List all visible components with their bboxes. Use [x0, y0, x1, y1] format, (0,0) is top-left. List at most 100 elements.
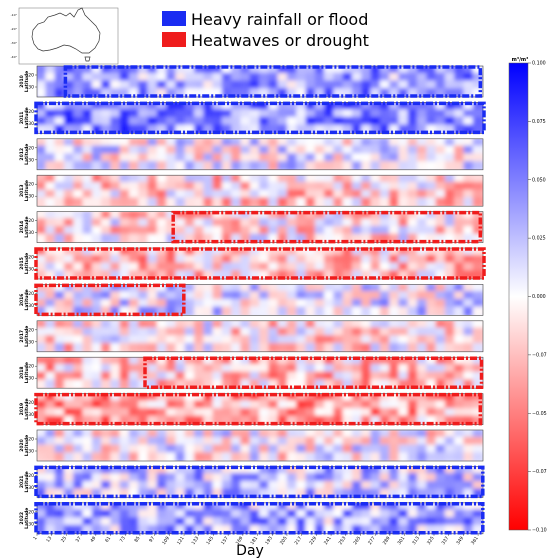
heatmap-cell	[184, 306, 196, 316]
heatmap-cell	[240, 72, 252, 83]
heatmap-cell	[249, 488, 261, 498]
heatmap-cell	[45, 371, 57, 382]
heatmap-cell	[342, 363, 354, 374]
heatmap-cell	[231, 363, 243, 374]
heatmap-cell	[231, 109, 243, 119]
heatmap-cell	[73, 72, 85, 83]
heatmap-cell	[212, 181, 224, 192]
heatmap-cell	[379, 153, 392, 164]
heatmap-cell	[203, 175, 215, 184]
heatmap-cell	[249, 379, 261, 389]
heatmap-cell	[203, 430, 215, 439]
heatmap-cell	[240, 291, 252, 301]
heatmap-cell	[370, 181, 382, 192]
heatmap-cell	[138, 80, 150, 91]
heatmap-cell	[63, 284, 76, 294]
heatmap-cell	[194, 211, 206, 221]
heatmap-cell	[128, 393, 141, 403]
heatmap-cell	[156, 363, 169, 374]
heatmap-cell	[37, 436, 48, 447]
heatmap-cell	[426, 327, 438, 338]
heatmap-cell	[37, 371, 48, 382]
heatmap-cell	[138, 116, 150, 127]
heatmap-cell	[296, 298, 308, 309]
heatmap-cell	[454, 327, 466, 338]
heatmap-cell	[342, 109, 354, 119]
heatmap-cell	[370, 371, 382, 382]
heatmap-cell	[463, 66, 475, 75]
heatmap-cell	[454, 109, 466, 119]
heatmap-cell	[454, 138, 466, 148]
heatmap-cell	[259, 480, 271, 491]
heatmap-cell	[342, 509, 354, 520]
heatmap-cell	[82, 452, 94, 461]
heatmap-cell	[101, 335, 113, 346]
heatmap-cell	[156, 473, 169, 483]
heatmap-cell	[259, 488, 271, 498]
legend-label-rainfall: Heavy rainfall or flood	[191, 10, 368, 29]
heatmap-cell	[54, 233, 66, 243]
heatmap-cell	[463, 371, 475, 382]
heatmap-cell	[444, 284, 457, 294]
heatmap-cell	[435, 502, 447, 512]
heatmap-cell	[277, 393, 289, 403]
heatmap-cell	[63, 488, 76, 498]
heatmap-cell	[63, 436, 76, 447]
heatmap-cell	[240, 327, 252, 338]
heatmap-cell	[435, 181, 447, 192]
heatmap-cell	[91, 327, 104, 338]
heatmap-cell	[379, 408, 392, 418]
heatmap-cell	[240, 357, 252, 366]
heatmap-cell	[259, 72, 271, 83]
heatmap-cell	[138, 233, 150, 243]
heatmap-cell	[463, 430, 475, 439]
heatmap-cell	[463, 116, 475, 127]
heatmap-cell	[175, 480, 187, 491]
heatmap-cell	[119, 466, 131, 476]
heatmap-cell	[444, 124, 457, 134]
x-tick-label: 37	[75, 535, 83, 543]
heatmap-cell	[249, 320, 261, 330]
heatmap-cell	[463, 211, 475, 221]
x-tick-label: 121	[176, 535, 186, 546]
heatmap-cell	[259, 161, 271, 170]
heatmap-cell	[212, 502, 224, 512]
heatmap-cell	[101, 473, 113, 483]
heatmap-cell	[194, 88, 206, 97]
heatmap-cell	[221, 430, 234, 439]
colorbar-tick-label: 0.000	[532, 294, 546, 300]
heatmap-cell	[82, 233, 94, 243]
heatmap-cell	[444, 400, 457, 411]
heatmap-cell	[240, 343, 252, 352]
heatmap-cell	[73, 480, 85, 491]
heatmap-cell	[305, 270, 317, 279]
heatmap-cell	[426, 415, 438, 425]
heatmap-cell	[166, 517, 178, 528]
heatmap-cell	[351, 393, 364, 403]
heatmap-cell	[361, 327, 373, 338]
heatmap-cell	[417, 473, 429, 483]
heatmap-cell	[286, 88, 299, 97]
heatmap-cell	[268, 436, 280, 447]
heatmap-cell	[407, 138, 419, 148]
heatmap-cell	[361, 218, 373, 229]
heatmap-cell	[147, 480, 159, 491]
heatmap-cell	[82, 415, 94, 425]
heatmap-cell	[398, 371, 410, 382]
heatmap-cell	[277, 262, 289, 273]
heatmap-cell	[110, 444, 122, 455]
heatmap-cell	[435, 197, 447, 207]
heatmap-cell	[91, 466, 104, 476]
heatmap-cell	[54, 306, 66, 316]
heatmap-cell	[361, 88, 373, 97]
heatmap-cell	[379, 270, 392, 279]
heatmap-cell	[184, 248, 196, 257]
heatmap-cell	[101, 379, 113, 389]
heatmap-cell	[54, 291, 66, 301]
heatmap-cell	[435, 270, 447, 279]
heatmap-cell	[426, 371, 438, 382]
heatmap-cell	[119, 371, 131, 382]
heatmap-cell	[91, 371, 104, 382]
heatmap-cell	[203, 254, 215, 265]
